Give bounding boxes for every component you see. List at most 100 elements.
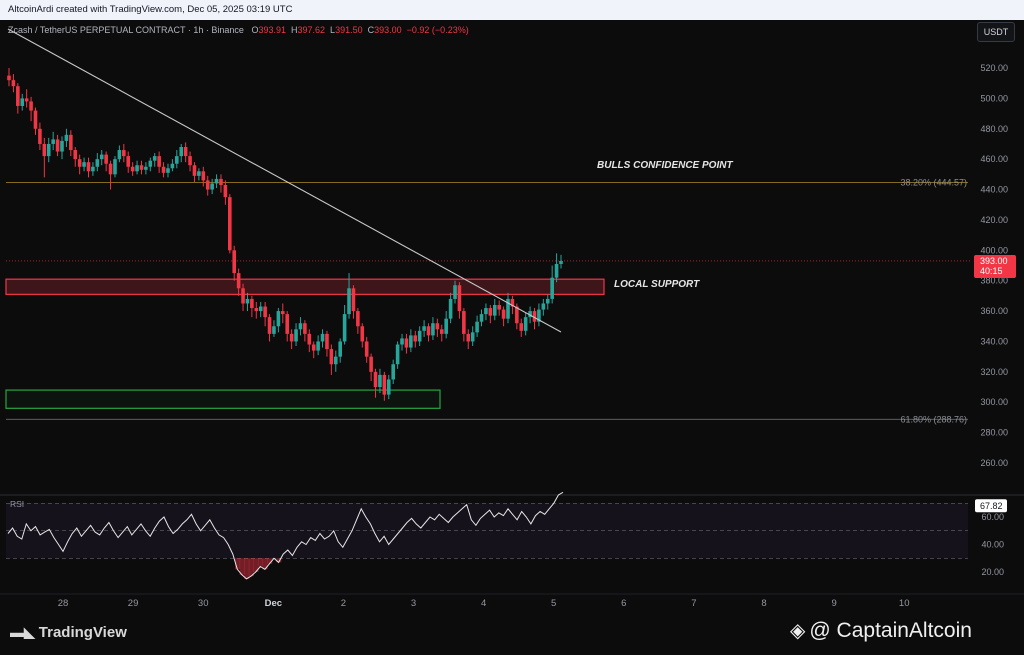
candle-body <box>364 341 369 357</box>
candle-body <box>122 150 126 157</box>
candle-body <box>161 166 166 173</box>
rsi-oversold-fill <box>248 558 254 577</box>
time-axis[interactable]: 28 29 30 Dec 2 3 4 5 6 7 8 9 10 <box>58 598 910 609</box>
candle-body <box>82 162 86 167</box>
time-tick-label: 2 <box>341 598 346 609</box>
candle-body <box>245 298 250 304</box>
candle-body <box>108 163 113 175</box>
time-tick-label: 8 <box>761 598 766 609</box>
candle-body <box>258 306 263 312</box>
candle-body <box>38 128 42 144</box>
bulls-confidence-label: BULLS CONFIDENCE POINT <box>597 160 733 171</box>
candle-body <box>11 80 16 87</box>
candle-body <box>117 150 122 160</box>
candle-body <box>457 285 462 312</box>
candle-body <box>316 341 320 351</box>
candle-body <box>24 98 29 102</box>
candle-body <box>417 330 422 342</box>
candle-body <box>144 166 148 170</box>
currency-button[interactable]: USDT <box>977 22 1015 42</box>
candle-body <box>422 326 426 331</box>
watermark: ◈ @ CaptainAltcoin <box>790 618 972 643</box>
time-tick-label: 9 <box>831 598 836 609</box>
candle-body <box>197 171 201 176</box>
candle-body <box>378 374 382 388</box>
price-tick-label: 520.00 <box>980 63 1008 73</box>
candle-body <box>435 323 440 330</box>
candle-body <box>69 134 73 151</box>
candle-body <box>303 323 307 334</box>
candle-body <box>492 305 497 316</box>
candle-body <box>342 314 347 342</box>
price-tick-label: 380.00 <box>980 276 1008 286</box>
candle-body <box>241 288 245 304</box>
footer <box>0 617 1024 655</box>
candle-body <box>307 333 312 345</box>
candle-body <box>214 178 219 184</box>
watermark-text: @ CaptainAltcoin <box>809 619 972 642</box>
diamond-logo-icon: ◈ <box>790 620 806 642</box>
candle-body <box>276 311 281 327</box>
rsi-line <box>7 491 564 580</box>
close-label: C <box>367 25 375 35</box>
candle-body <box>373 371 378 388</box>
candle-body <box>409 335 413 348</box>
candle-body <box>113 159 117 175</box>
candle-body <box>64 134 69 141</box>
tradingview-logo[interactable]: ▬◣ TradingView <box>10 624 127 641</box>
candle-body <box>413 335 418 342</box>
last-price-countdown: 40:15 <box>980 266 1003 276</box>
candle-body <box>550 277 554 299</box>
candle-body <box>510 298 515 307</box>
candle-body <box>170 163 175 169</box>
candle-body <box>51 139 55 144</box>
candle-body <box>338 341 342 357</box>
candle-body <box>139 165 144 170</box>
candle-body <box>188 156 192 166</box>
candle-body <box>232 250 237 274</box>
tv-brand-text: TradingView <box>38 624 127 641</box>
candle-body <box>280 311 285 315</box>
candle-body <box>462 311 466 334</box>
candle-body <box>382 374 387 395</box>
price-chart[interactable]: 38.20% (444.57) 61.80% (288.76) BULLS CON… <box>0 0 1024 617</box>
candle-body <box>254 308 259 312</box>
open-label: O <box>251 25 259 35</box>
candle-body <box>439 329 444 334</box>
fib-level-label: 38.20% (444.57) <box>900 178 967 188</box>
local-support-label: LOCAL SUPPORT <box>614 279 700 290</box>
price-axis[interactable]: 520.00 500.00 480.00 460.00 440.00 420.00 400.… <box>974 63 1016 468</box>
candle-body <box>554 263 559 278</box>
rsi-oversold-fill <box>244 558 250 579</box>
candle-body <box>183 147 188 157</box>
candle-body <box>528 311 532 318</box>
candle-body <box>205 180 210 190</box>
open-value: 393.91 <box>258 25 286 35</box>
candle-body <box>298 323 303 330</box>
candle-body <box>267 317 272 334</box>
change-value: −0.92 (−0.23%) <box>406 25 469 35</box>
candle-body <box>497 305 501 310</box>
candle-body <box>157 156 161 167</box>
candle-body <box>219 178 223 185</box>
candle-body <box>179 147 184 157</box>
candle-body <box>347 288 351 315</box>
fib-levels: 38.20% (444.57) 61.80% (288.76) <box>6 178 972 424</box>
rsi-oversold-fill <box>239 558 245 575</box>
attribution-bar: AltcoinArdi created with TradingView.com… <box>0 0 1024 20</box>
symbol-name[interactable]: Zcash / TetherUS PERPETUAL CONTRACT · 1h… <box>8 25 244 35</box>
candle-body <box>201 171 206 181</box>
rsi-oversold-fill <box>262 558 268 570</box>
time-tick-label: 10 <box>899 598 910 609</box>
rsi-tick-label: 40.00 <box>981 540 1004 550</box>
candle-body <box>466 333 471 342</box>
time-tick-label: 3 <box>411 598 416 609</box>
rsi-oversold-fill <box>253 558 259 572</box>
rsi-pane: RSI 60.00 40.00 20.00 67.82 <box>0 491 1024 580</box>
candle-body <box>175 156 179 164</box>
rsi-tick-label: 60.00 <box>981 512 1004 522</box>
candle-body <box>541 303 546 310</box>
low-value: 391.50 <box>335 25 363 35</box>
candle-body <box>386 379 391 395</box>
price-tick-label: 260.00 <box>980 458 1008 468</box>
